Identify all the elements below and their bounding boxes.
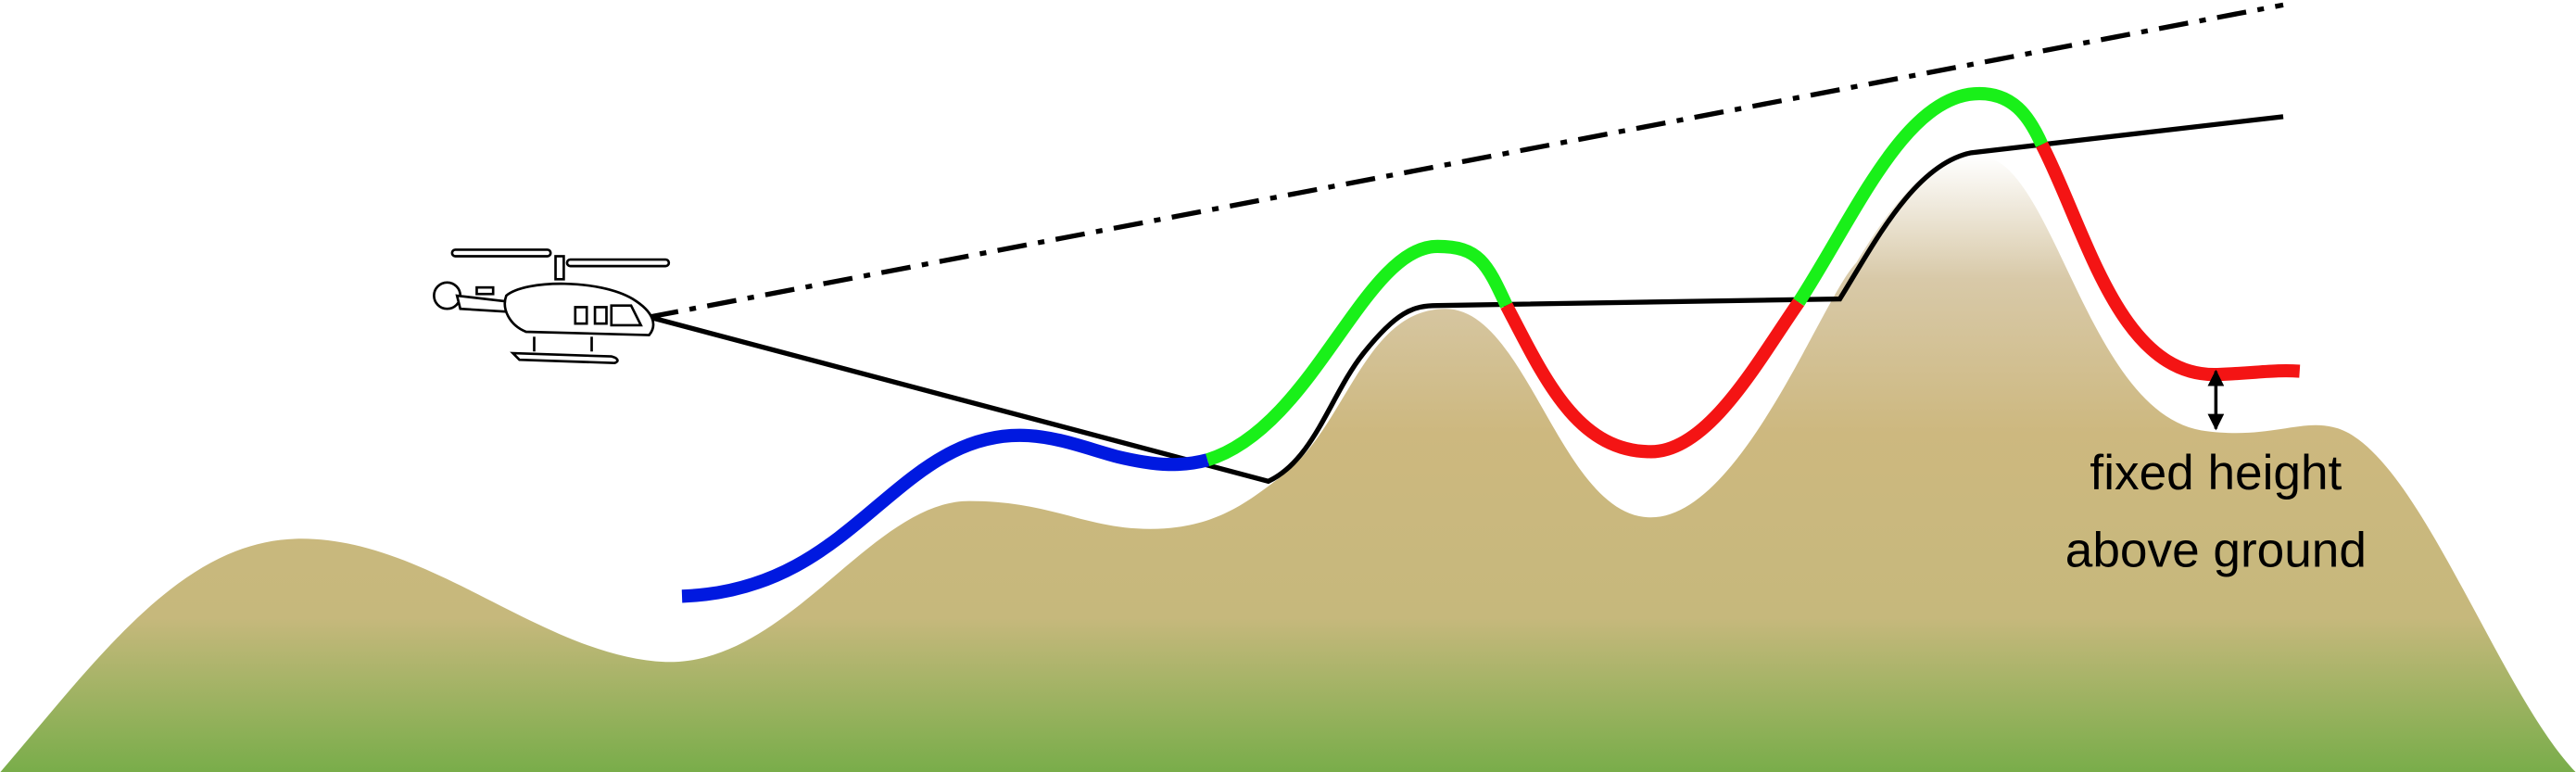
flight-path-green <box>1205 239 1513 467</box>
helicopter <box>433 248 671 365</box>
annotation-text: fixed height <box>2090 446 2342 500</box>
terrain <box>0 156 2576 772</box>
flight-path-blue <box>681 428 1209 603</box>
annotation-text: above ground <box>2065 523 2367 577</box>
flight-path-green <box>1793 86 2048 306</box>
flight-path-red <box>2036 141 2301 382</box>
flight-path-red <box>1500 298 1805 459</box>
line-of-sight <box>649 2 2284 320</box>
straight-flight-path <box>648 114 2284 485</box>
